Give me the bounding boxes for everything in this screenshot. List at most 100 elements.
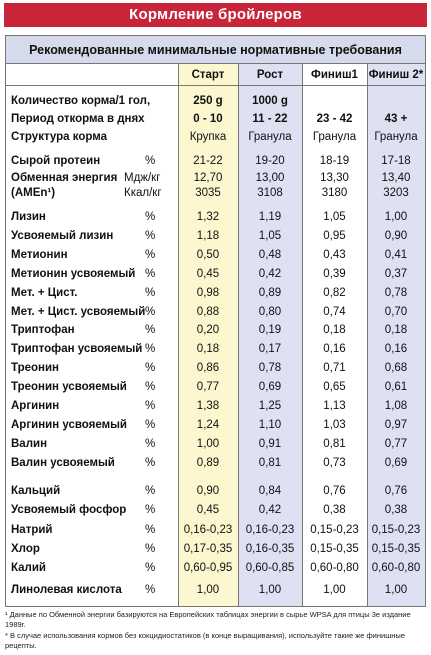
cell-start: 0,60-0,95 <box>183 562 233 575</box>
cell-finish2: 13,40 <box>381 172 411 184</box>
table-subtitle: Рекомендованные минимальные нормативные … <box>6 36 425 64</box>
cell-rost: 11 - 22 <box>252 113 288 125</box>
row-unit: % <box>145 584 156 596</box>
cell-finish1: 0,18 <box>323 324 346 337</box>
row-unit: % <box>145 324 156 337</box>
cell-finish1: 0,39 <box>323 267 346 280</box>
column-header-rost: Рост <box>256 69 284 81</box>
cell-finish1: 0,15-0,35 <box>310 542 359 555</box>
cell-rost: 1,05 <box>258 229 282 242</box>
cell-rost: 0,42 <box>258 504 282 517</box>
footnote-energy: ¹ Данные по Обменной энергии базируются … <box>5 610 411 629</box>
column-divider <box>238 64 239 606</box>
energy-row-mj: Обменная энергия Мдж/кг 12,70 13,00 13,3… <box>6 169 425 187</box>
row-label: Треонин усвояемый <box>11 381 127 394</box>
cell-finish2: 43 + <box>384 113 408 125</box>
row-label: Усвояемый лизин <box>11 229 114 242</box>
cell-start: 0,17-0,35 <box>183 542 233 555</box>
table-row: Лизин% 1,32 1,19 1,05 1,00 <box>6 208 425 226</box>
row-label: Сырой протеин <box>11 155 101 167</box>
cell-start: 0,77 <box>196 381 220 394</box>
row-label: Валин усвояемый <box>11 456 115 469</box>
row-unit: % <box>145 485 156 497</box>
info-row-structure: Структура корма Крупка Гранула Гранула Г… <box>6 128 425 146</box>
cell-rost: 1,25 <box>258 400 282 412</box>
cell-finish2: 17-18 <box>381 155 411 167</box>
cell-start: 250 g <box>193 95 223 107</box>
column-divider <box>367 64 368 606</box>
row-label: Метионин усвояемый <box>11 267 136 280</box>
cell-rost: Гранула <box>248 131 292 143</box>
table-row: Мет. + Цист. усвояемый% 0,88 0,80 0,74 0,70 <box>6 303 425 321</box>
cell-finish1: 3180 <box>321 187 348 199</box>
cell-finish2: 0,68 <box>384 362 408 375</box>
table-row: Натрий% 0,16-0,23 0,16-0,23 0,15-0,23 0,15-0… <box>6 521 425 539</box>
cell-rost: 3108 <box>257 187 283 199</box>
row-label: Треонин <box>11 362 59 375</box>
cell-start: 0,45 <box>196 504 220 517</box>
cell-rost: 19-20 <box>255 155 285 167</box>
rost-column-background <box>238 64 302 606</box>
row-unit: % <box>145 523 156 536</box>
cell-rost: 0,42 <box>258 267 282 280</box>
row-label: Аргинин усвояемый <box>11 418 127 431</box>
row-unit: % <box>145 343 156 356</box>
cell-finish2: 0,16 <box>384 343 408 356</box>
cell-start: 21-22 <box>193 155 223 167</box>
row-label: Триптофан усвояемый <box>11 343 143 356</box>
row-unit: % <box>145 504 156 517</box>
cell-rost: 0,48 <box>258 248 282 261</box>
row-unit: % <box>145 286 156 299</box>
cell-finish1: 0,74 <box>323 305 346 318</box>
cell-start: 0,45 <box>196 267 220 280</box>
cell-finish1: 0,65 <box>323 381 346 394</box>
table-row: Аргинин усвояемый% 1,24 1,10 1,03 0,97 <box>6 416 425 434</box>
cell-finish2: 0,76 <box>384 485 408 497</box>
cell-finish2: 0,18 <box>384 324 408 337</box>
cell-rost: 0,60-0,85 <box>245 562 295 575</box>
table-row: Треонин усвояемый% 0,77 0,69 0,65 0,61 <box>6 378 425 396</box>
cell-finish2: 0,70 <box>384 305 408 318</box>
cell-start: 0,90 <box>196 485 220 497</box>
cell-start: 0,86 <box>196 362 220 375</box>
cell-rost: 0,78 <box>258 362 282 375</box>
row-label: Натрий <box>11 523 53 536</box>
cell-rost: 0,80 <box>258 305 282 318</box>
row-label: Триптофан <box>11 324 75 337</box>
row-unit: % <box>145 229 156 242</box>
row-label: Хлор <box>11 542 40 555</box>
cell-finish1: 0,76 <box>323 485 346 497</box>
cell-start: 1,32 <box>196 211 220 223</box>
energy-row-kcal: (AMEn¹) Ккал/кг 3035 3108 3180 3203 <box>6 184 425 202</box>
table-row: Мет. + Цист.% 0,98 0,89 0,82 0,78 <box>6 284 425 302</box>
row-label: Период откорма в днях <box>11 113 145 125</box>
cell-finish2: 0,15-0,23 <box>371 523 421 536</box>
cell-finish2: 0,69 <box>384 456 408 469</box>
cell-finish2: 1,00 <box>384 584 408 596</box>
page-title: Кормление бройлеров <box>4 3 427 27</box>
footnotes: ¹ Данные по Обменной энергии базируются … <box>5 610 426 652</box>
cell-rost: 0,16-0,23 <box>245 523 295 536</box>
row-label: Калий <box>11 562 46 575</box>
row-label: Валин <box>11 437 48 450</box>
protein-row: Сырой протеин % 21-22 19-20 18-19 17-18 <box>6 152 425 170</box>
footnote-finish: * В случае использования кормов без кокц… <box>5 631 405 650</box>
table-row: Хлор% 0,17-0,35 0,16-0,35 0,15-0,35 0,15-0,3… <box>6 540 425 558</box>
cell-start: 1,18 <box>196 229 220 242</box>
cell-finish2: 0,61 <box>384 381 408 394</box>
cell-rost: 0,17 <box>258 343 282 356</box>
cell-rost: 0,91 <box>258 437 282 450</box>
row-label: Структура корма <box>11 131 107 143</box>
cell-finish2: 0,38 <box>384 504 408 517</box>
cell-finish1: Гранула <box>312 131 357 143</box>
table-row: Усвояемый фосфор% 0,45 0,42 0,38 0,38 <box>6 501 425 519</box>
row-label: Обменная энергия <box>11 172 118 184</box>
table-row: Валин% 1,00 0,91 0,81 0,77 <box>6 435 425 453</box>
cell-finish2: 1,08 <box>384 400 408 412</box>
table-row: Усвояемый лизин% 1,18 1,05 0,95 0,90 <box>6 227 425 245</box>
cell-start: 0,89 <box>196 456 220 469</box>
cell-finish2: 0,60-0,80 <box>371 562 421 575</box>
cell-start: 0,18 <box>196 343 220 356</box>
cell-start: 12,70 <box>193 172 223 184</box>
row-label: Кальций <box>11 485 61 497</box>
